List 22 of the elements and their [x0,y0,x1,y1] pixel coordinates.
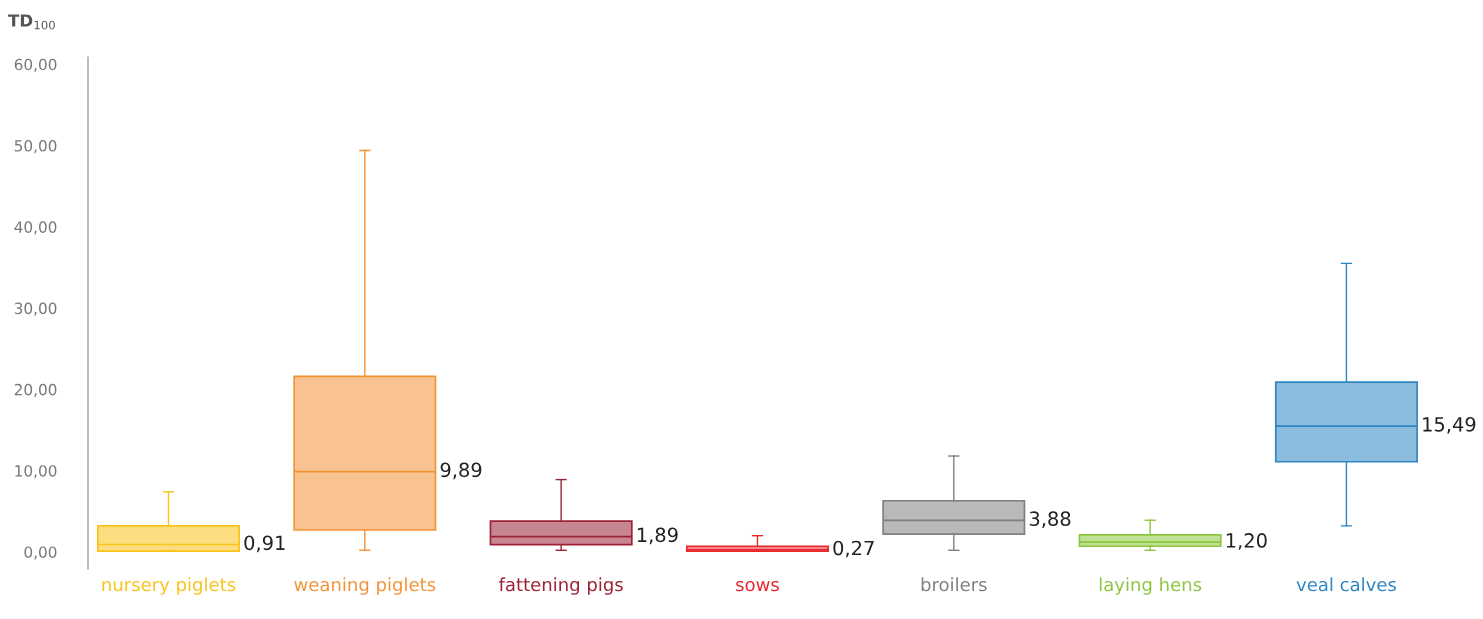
text: 0,91 [244,535,285,553]
x-tick-label: broilers [921,577,987,592]
x-tick-label: fattening pigs [498,577,623,595]
text: 0,27 [833,540,874,558]
y-tick-label: 30,00 [14,302,57,316]
y-tick-label: 40,00 [14,221,57,235]
y-tick-label: 0,00 [24,546,57,560]
text: 3,88 [1029,511,1071,529]
y-tick-label: 50,00 [14,140,57,154]
x-tick-label: sows [736,580,779,592]
text: 15,49 [1423,416,1476,434]
text: 1,20 [1226,533,1267,550]
x-tick-label: weaning piglets [294,577,436,595]
y-tick-label: 20,00 [14,383,57,397]
x-tick-label: nursery piglets [102,577,236,595]
y-axis-title: TD$_{100}$ [8,14,55,30]
y-tick-label: 10,00 [15,465,57,479]
y-tick-label: 60,00 [14,58,57,72]
text: 1,89 [637,527,678,545]
text: 9,89 [440,462,482,480]
x-tick-label: laying hens [1099,577,1202,595]
x-tick-label: veal calves [1296,577,1396,592]
